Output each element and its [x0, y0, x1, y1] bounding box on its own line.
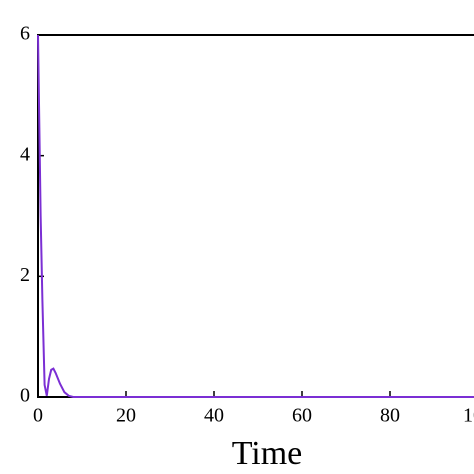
x-tick-label: 100	[463, 405, 474, 427]
x-tick-label: 0	[33, 405, 43, 427]
x-tick-label: 40	[204, 405, 224, 427]
x-tick-label: 60	[292, 405, 312, 427]
y-tick-label: 6	[20, 23, 30, 45]
x-tick-label: 20	[116, 405, 136, 427]
plot-frame	[37, 34, 474, 398]
y-tick-label: 4	[20, 143, 30, 165]
x-axis-label: Time	[232, 435, 303, 472]
x-tick-label: 80	[380, 405, 400, 427]
y-tick-label: 2	[20, 264, 30, 286]
series-line	[37, 34, 474, 398]
y-tick-label: 0	[20, 385, 30, 407]
